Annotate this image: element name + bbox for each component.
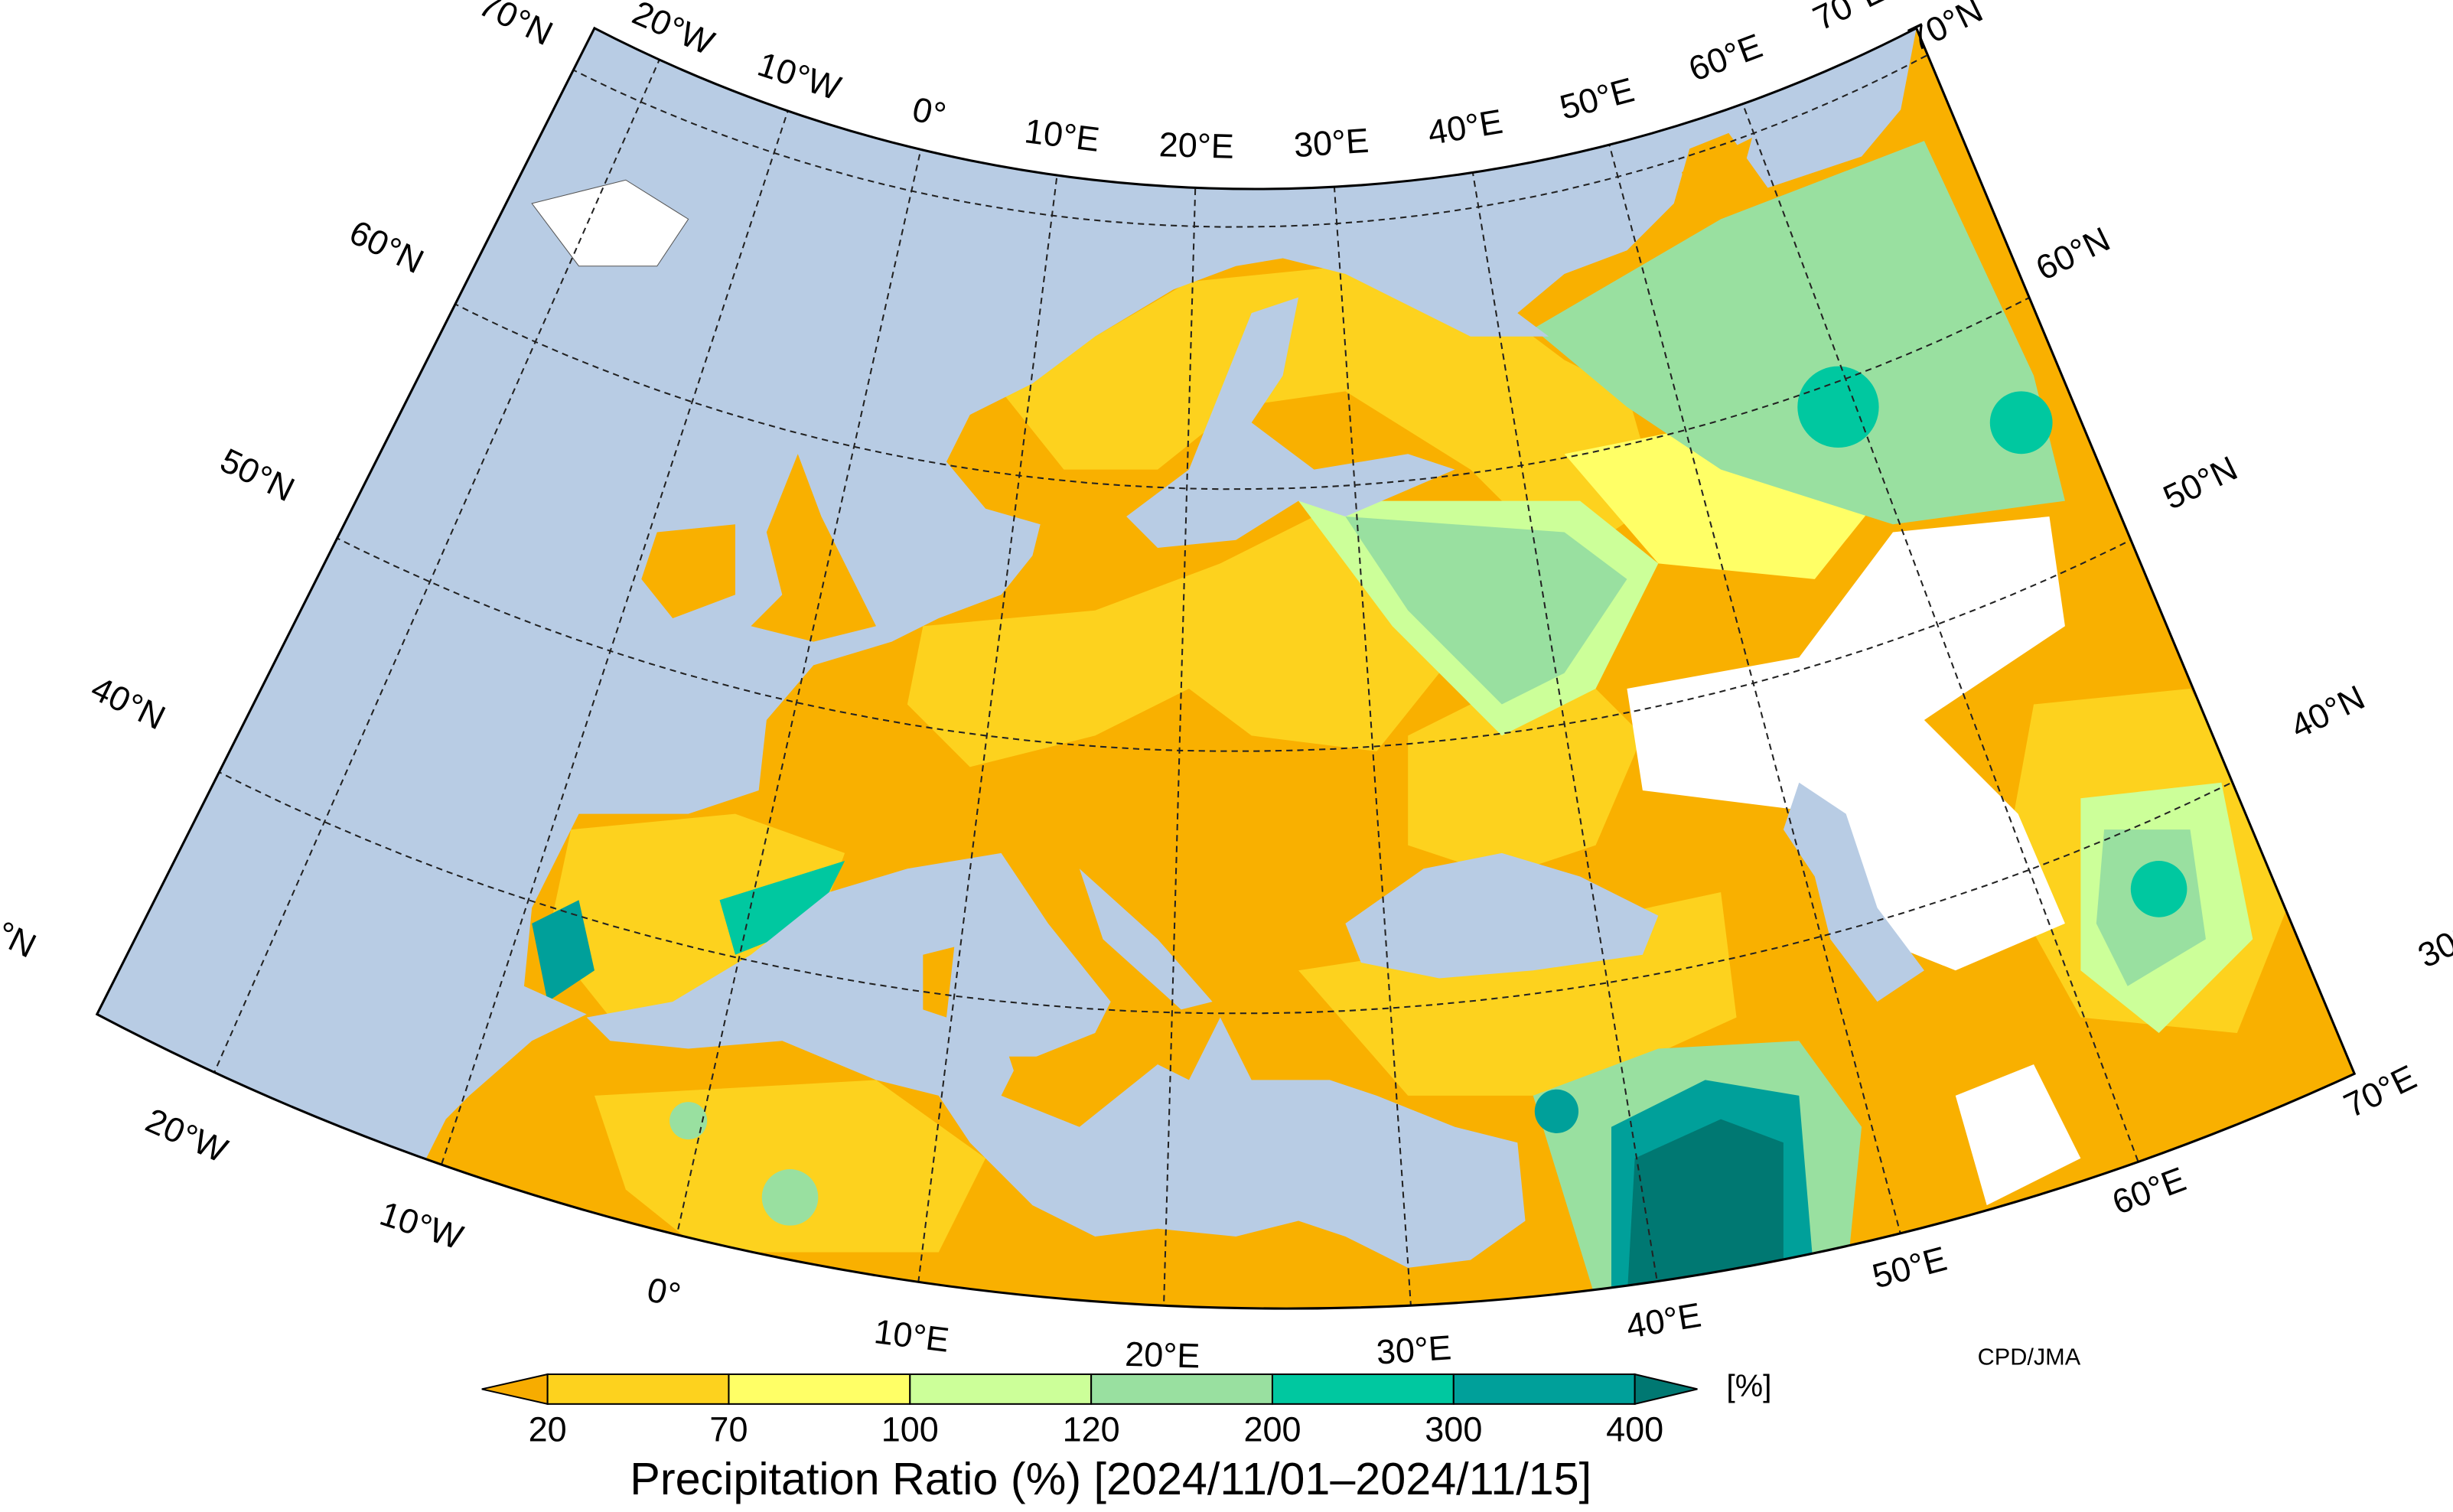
lon-label: 20°E: [1125, 1334, 1200, 1376]
meridian: [1466, 137, 1673, 1309]
lat-label: 60°N: [2030, 219, 2116, 288]
island: [1008, 1056, 1080, 1088]
colorbar-title: Precipitation Ratio (%) [2024/11/01–2024…: [630, 1453, 1591, 1504]
lon-label: 50°E: [1868, 1239, 1951, 1296]
lon-label: 0°: [643, 1269, 684, 1315]
parallel: [256, 493, 2218, 752]
patch: [1534, 1089, 1579, 1133]
colorbar-arrow: [481, 1373, 549, 1406]
patch: [1989, 391, 2053, 455]
parallel: [128, 722, 2347, 1015]
patch: [1955, 1064, 2081, 1206]
colorbar-tick-label: 120: [1063, 1410, 1120, 1449]
lon-label: 10°E: [1022, 111, 1102, 159]
sea: [1126, 297, 1455, 548]
lon-label: 0°: [909, 90, 950, 135]
patch: [1408, 657, 1643, 877]
colorbar-tick-label: 70: [709, 1410, 748, 1449]
lon-label: 30°E: [1292, 121, 1370, 165]
ocean: [96, 28, 1917, 1166]
parallel: [513, 36, 1961, 228]
lat-label: 60°N: [344, 212, 430, 281]
colorbar-tick-label: 400: [1606, 1410, 1663, 1449]
lon-label: 60°E: [1683, 26, 1767, 89]
colorbar-segment: [909, 1373, 1093, 1405]
colorbar-segment: [1271, 1373, 1455, 1405]
sea: [1345, 852, 1659, 979]
colorbar-tick-label: 100: [881, 1410, 939, 1449]
lon-label: 40°E: [1425, 102, 1505, 152]
patch: [719, 861, 845, 955]
lon-label: 10°E: [872, 1312, 952, 1360]
lat-label: 50°N: [2157, 448, 2243, 517]
lat-label: 30°N: [0, 897, 42, 966]
patch: [1797, 366, 1879, 448]
graticule: [128, 36, 2347, 1309]
patch: [761, 1169, 819, 1226]
island: [1681, 138, 1752, 204]
meridian: [404, 86, 797, 1276]
colorbar-segment: [1090, 1373, 1273, 1405]
lat-label: 50°N: [214, 440, 301, 509]
lon-label: 10°W: [375, 1194, 467, 1257]
patch: [1627, 516, 2065, 971]
sea: [1783, 782, 1924, 1002]
lon-label: 20°W: [140, 1100, 233, 1170]
sea: [1079, 868, 1213, 1010]
island: [923, 947, 955, 1018]
lon-label: 50°E: [1556, 70, 1638, 127]
island: [531, 179, 689, 267]
colorbar-segment: [728, 1373, 911, 1405]
patch: [2130, 861, 2188, 917]
colorbar: 20 70 100 120 200 300 400: [481, 1373, 1698, 1449]
patch: [1627, 1119, 1784, 1299]
sea: [586, 852, 1526, 1268]
island: [641, 524, 735, 618]
meridian: [165, 37, 670, 1185]
lon-label: 10°W: [753, 44, 845, 108]
lat-label: 30°N: [2412, 907, 2453, 976]
credit: CPD/JMA: [1978, 1344, 2081, 1370]
meridian: [651, 122, 928, 1309]
patch: [1345, 516, 1627, 705]
meridian: [904, 145, 1062, 1309]
lon-label: 40°E: [1624, 1295, 1704, 1346]
lat-label: 40°N: [85, 669, 171, 738]
lat-label: 40°N: [2285, 677, 2371, 746]
patch: [1001, 266, 1659, 564]
lon-label: 70°E: [1807, 0, 1891, 38]
colorbar-segment: [1452, 1373, 1636, 1405]
meridian: [1728, 67, 2168, 1241]
colorbar-tick-label: 20: [529, 1410, 567, 1449]
lat-label: 70°N: [473, 0, 559, 53]
colorbar-unit: [%]: [1726, 1368, 1771, 1403]
patch: [532, 900, 595, 1002]
lon-label: 30°E: [1375, 1328, 1452, 1372]
lat-label: 70°N: [1902, 0, 1989, 59]
patch: [907, 516, 1440, 767]
colorbar-tick-label: 300: [1425, 1410, 1482, 1449]
island: [751, 454, 876, 642]
patch: [669, 1102, 708, 1140]
colorbar-segment: [546, 1373, 730, 1405]
parallel: [384, 265, 2090, 490]
colorbar-tick-label: 200: [1243, 1410, 1301, 1449]
meridian: [1160, 155, 1197, 1309]
meridian: [1598, 108, 1924, 1309]
patch: [1533, 141, 2065, 525]
lon-label: 20°E: [1158, 125, 1234, 166]
map-frame: [95, 26, 2357, 1310]
meridian: [1331, 153, 1419, 1309]
colorbar-arrow: [1634, 1373, 1698, 1406]
